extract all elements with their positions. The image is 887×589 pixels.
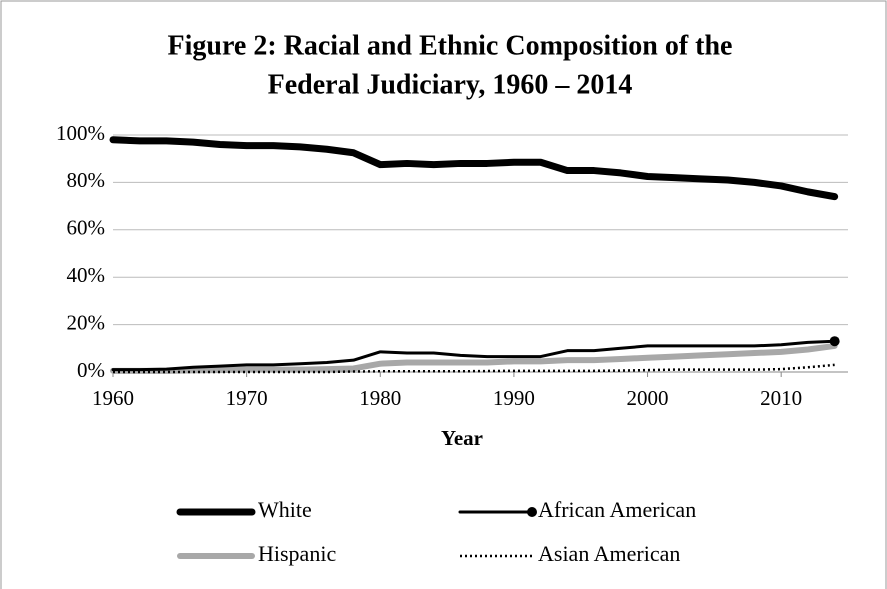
legend-label: Hispanic	[258, 541, 336, 566]
x-tick-label: 1980	[359, 386, 401, 410]
chart-title: Federal Judiciary, 1960 – 2014	[268, 69, 633, 100]
series-line	[110, 342, 838, 374]
x-tick-label: 2000	[627, 386, 669, 410]
legend-label: Asian American	[538, 541, 680, 566]
y-tick-label: 60%	[67, 216, 106, 240]
legend-marker	[527, 507, 537, 517]
chart-title: Figure 2: Racial and Ethnic Composition …	[168, 30, 733, 61]
y-tick-label: 0%	[77, 358, 105, 382]
y-tick-label: 100%	[56, 121, 105, 145]
legend-label: African American	[538, 497, 696, 522]
y-tick-label: 40%	[67, 263, 106, 287]
end-marker	[829, 336, 840, 347]
x-axis-label: Year	[441, 426, 483, 450]
x-tick-label: 2010	[760, 386, 802, 410]
series-line	[111, 339, 837, 372]
y-tick-label: 20%	[67, 310, 106, 334]
series-line	[109, 136, 839, 201]
series-line	[113, 363, 835, 374]
y-tick-label: 80%	[67, 168, 106, 192]
x-tick-label: 1960	[92, 386, 134, 410]
legend-label: White	[258, 497, 312, 522]
x-tick-label: 1970	[226, 386, 268, 410]
x-tick-label: 1990	[493, 386, 535, 410]
